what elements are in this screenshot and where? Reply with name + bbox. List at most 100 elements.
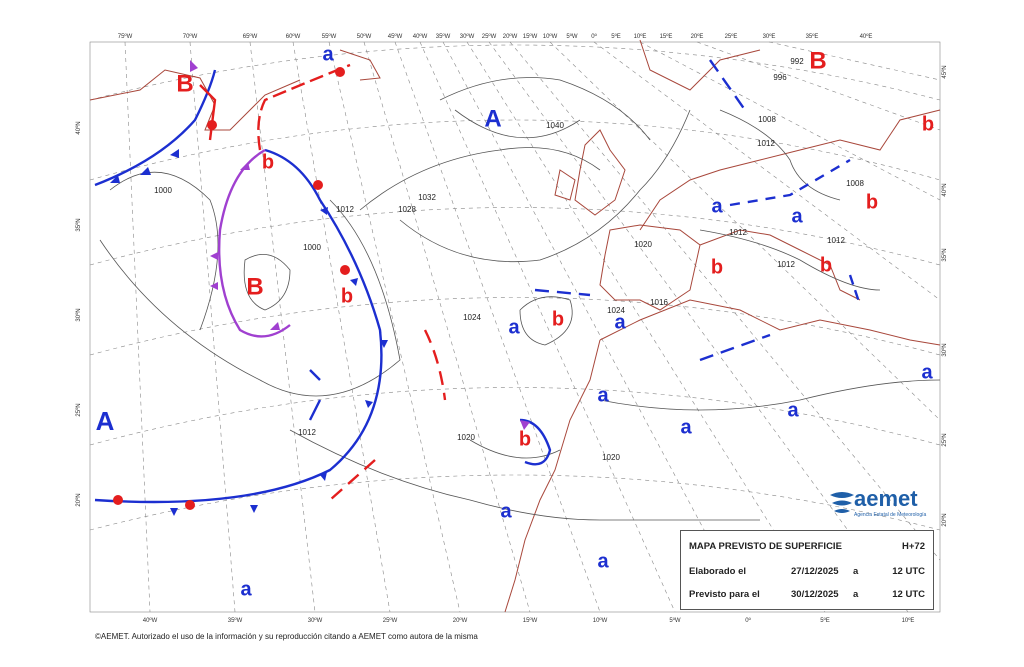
pressure-center: b — [262, 151, 274, 173]
info-time: 12 UTC — [892, 589, 925, 600]
pressure-center: a — [711, 195, 723, 217]
pressure-center: a — [500, 500, 512, 522]
front-symbols — [110, 149, 388, 516]
isobar-label: 1028 — [398, 205, 416, 214]
copyright: ©AEMET. Autorizado el uso de la informac… — [95, 632, 478, 641]
isobar-label: 1008 — [846, 179, 864, 188]
latitude-label: 25ºN — [75, 403, 82, 416]
longitude-label: 10ºE — [634, 33, 647, 40]
longitude-label: 30ºW — [308, 617, 323, 624]
longitude-label: 20ºE — [691, 33, 704, 40]
longitude-label: 5ºW — [669, 617, 681, 624]
isobar-label: 1040 — [546, 121, 564, 130]
longitude-label: 5ºW — [566, 33, 578, 40]
latitude-label: 20ºN — [75, 493, 82, 506]
pressure-center: A — [484, 105, 501, 132]
longitude-label: 55ºW — [322, 33, 337, 40]
longitude-label: 30ºE — [763, 33, 776, 40]
isobar-label: 1012 — [298, 428, 316, 437]
latitude-label: 35ºN — [941, 248, 948, 261]
isobar-label: 1012 — [729, 228, 747, 237]
pressure-center: b — [341, 285, 353, 307]
pressure-center: a — [614, 311, 626, 333]
pressure-center: a — [597, 384, 609, 406]
longitude-label: 40ºW — [413, 33, 428, 40]
latitude-label: 25ºN — [941, 433, 948, 446]
info-box: MAPA PREVISTO DE SUPERFICIE H+72 Elabora… — [680, 530, 934, 610]
longitude-label: 15ºW — [523, 33, 538, 40]
info-sep: a — [853, 589, 859, 600]
latitude-label: 30ºN — [941, 343, 948, 356]
longitude-label: 25ºW — [482, 33, 497, 40]
latitude-label: 35ºN — [75, 218, 82, 231]
longitude-label: 25ºE — [725, 33, 738, 40]
longitude-label: 0º — [591, 33, 597, 40]
pressure-center: a — [322, 43, 334, 65]
pressure-center: b — [519, 428, 531, 450]
latitude-label: 45ºN — [941, 65, 948, 78]
longitude-label: 20ºW — [503, 33, 518, 40]
front-symbols-occluded — [190, 60, 530, 430]
isobar-label: 1012 — [777, 260, 795, 269]
longitude-label: 5ºE — [820, 617, 830, 624]
isobar-label: 1012 — [757, 139, 775, 148]
longitude-label: 10ºE — [902, 617, 915, 624]
pressure-center: b — [922, 113, 934, 135]
coastlines — [89, 39, 941, 613]
longitude-label: 15ºW — [523, 617, 538, 624]
pressure-center: b — [552, 308, 564, 330]
info-label: Elaborado el — [689, 566, 747, 577]
latitude-label: 40ºN — [941, 183, 948, 196]
longitude-label: 45ºW — [388, 33, 403, 40]
longitude-label: 40ºE — [860, 33, 873, 40]
isobar-label: 1020 — [602, 453, 620, 462]
latitude-label: 30ºN — [75, 308, 82, 321]
isobar-label: 1020 — [457, 433, 475, 442]
longitude-label: 35ºW — [436, 33, 451, 40]
front-symbols-warm — [113, 67, 350, 510]
isobar-label: 992 — [790, 57, 804, 66]
pressure-center: A — [96, 406, 115, 436]
isobar-label: 1000 — [303, 243, 321, 252]
longitude-label: 20ºW — [453, 617, 468, 624]
pressure-center: B — [246, 273, 263, 300]
longitude-label: 25ºW — [383, 617, 398, 624]
longitude-label: 70ºW — [183, 33, 198, 40]
pressure-center: b — [820, 254, 832, 276]
pressure-center: b — [866, 191, 878, 213]
pressure-center: a — [791, 205, 803, 227]
pressure-center: a — [508, 316, 520, 338]
info-title: MAPA PREVISTO DE SUPERFICIE — [689, 541, 842, 552]
longitude-label: 35ºE — [806, 33, 819, 40]
latitude-label: 20ºN — [941, 513, 948, 526]
isobar-label: 1012 — [336, 205, 354, 214]
pressure-center: a — [597, 550, 609, 572]
longitude-label: 40ºW — [143, 617, 158, 624]
info-step: H+72 — [902, 541, 925, 552]
pressure-center: b — [711, 256, 723, 278]
longitude-label: 15ºE — [660, 33, 673, 40]
logo-mark — [830, 492, 854, 513]
logo-name: aemet — [854, 486, 918, 511]
longitude-label: 75ºW — [118, 33, 133, 40]
logo-subtitle: Agencia Estatal de Meteorología — [854, 512, 927, 518]
isobar-label: 1000 — [154, 186, 172, 195]
info-sep: a — [853, 566, 859, 577]
longitude-label: 10ºW — [543, 33, 558, 40]
longitude-label: 35ºW — [228, 617, 243, 624]
isobar-label: 1012 — [827, 236, 845, 245]
longitude-label: 65ºW — [243, 33, 258, 40]
isobar-label: 1020 — [634, 240, 652, 249]
pressure-center: a — [921, 361, 933, 383]
info-label: Previsto para el — [689, 589, 760, 600]
isobar-label: 1024 — [607, 306, 625, 315]
pressure-center: B — [809, 47, 826, 74]
isobar-label: 1008 — [758, 115, 776, 124]
logo: aemet Agencia Estatal de Meteorología — [826, 486, 936, 524]
graticule — [89, 41, 941, 613]
isobar-label: 1032 — [418, 193, 436, 202]
isobar-label: 1024 — [463, 313, 481, 322]
isobar-label: 996 — [773, 73, 787, 82]
